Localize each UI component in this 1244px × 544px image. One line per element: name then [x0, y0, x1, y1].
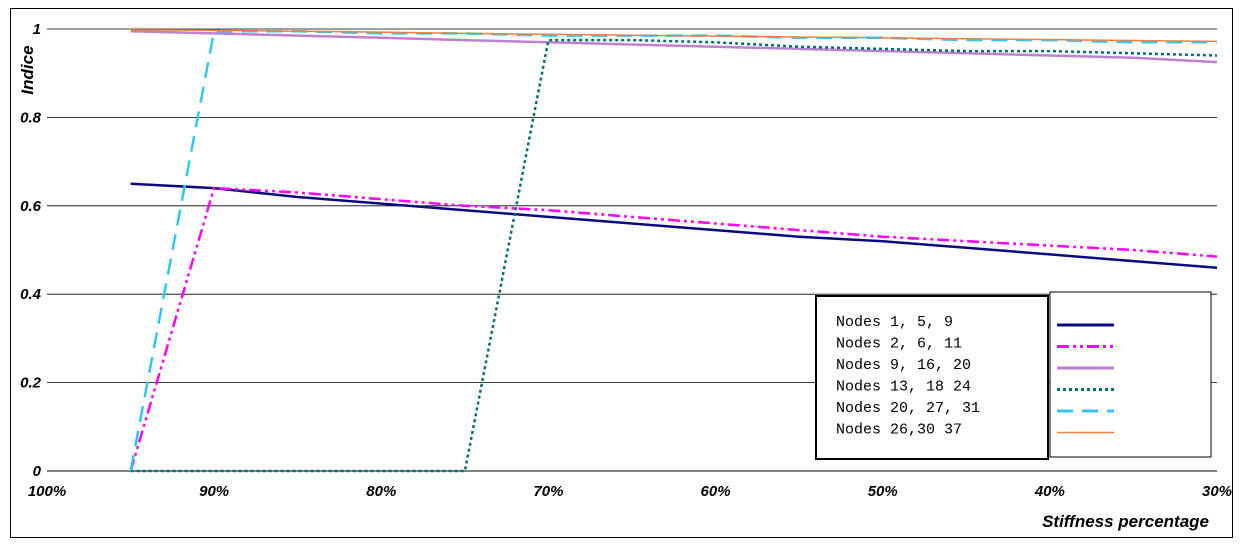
legend-label: Nodes 20, 27, 31 [836, 400, 980, 417]
chart-frame [10, 8, 1233, 538]
series-line-6 [130, 29, 1218, 43]
y-tick-label: 1 [33, 21, 41, 38]
y-tick-label: 0.8 [20, 109, 42, 126]
legend-items: Nodes 1, 5, 9 Nodes 2, 6, 11 Nodes 9, 16, … [836, 314, 1114, 439]
legend-label: Nodes 13, 18 24 [836, 379, 971, 396]
x-tick-label: 100% [28, 483, 66, 500]
tick-labels: 0 0.2 0.4 0.6 0.8 1 100% 90% 80% 70% 60% 50% 40% 30% [20, 21, 1232, 500]
legend-label: Nodes 1, 5, 9 [836, 314, 953, 331]
x-tick-label: 50% [868, 483, 898, 500]
legend-key-box [1049, 291, 1212, 458]
series-line-3 [130, 29, 1218, 64]
x-tick-label: 80% [366, 483, 396, 500]
y-tick-label: 0.4 [20, 286, 42, 303]
series-line-4 [130, 38, 1218, 473]
y-tick-label: 0.2 [20, 375, 42, 392]
x-tick-label: 60% [701, 483, 731, 500]
x-tick-label: 40% [1034, 483, 1065, 500]
legend: Nodes 1, 5, 9 Nodes 2, 6, 11 Nodes 9, 16, … [815, 291, 1212, 460]
y-tick-label: 0 [33, 463, 42, 480]
legend-label: Nodes 2, 6, 11 [836, 336, 962, 353]
x-axis-title: Stiffness percentage [1042, 512, 1209, 531]
series-line-2 [129, 186, 1218, 472]
x-tick-label: 90% [199, 483, 229, 500]
series-line-1 [130, 182, 1218, 269]
x-tick-label: 70% [533, 483, 563, 500]
y-axis-title: Indice [18, 45, 37, 94]
series-layer [129, 29, 1218, 473]
legend-label-box [815, 295, 1049, 460]
legend-label: Nodes 9, 16, 20 [836, 357, 971, 374]
x-tick-label: 30% [1202, 483, 1232, 500]
legend-label: Nodes 26,30 37 [836, 422, 962, 439]
y-tick-label: 0.6 [20, 198, 42, 215]
